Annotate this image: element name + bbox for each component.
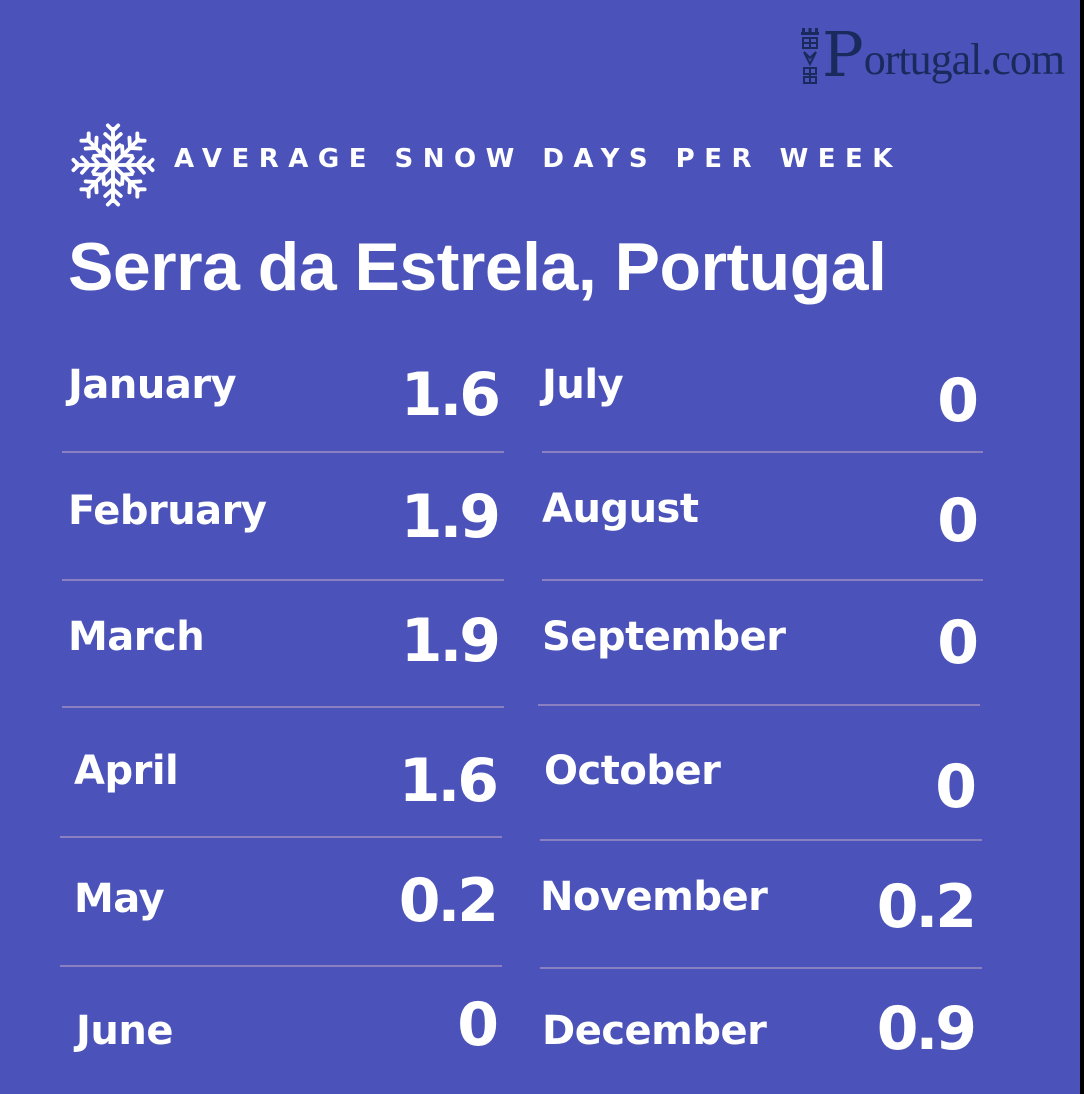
month-value: 0	[937, 366, 979, 436]
row-divider	[60, 965, 502, 967]
month-label: May	[74, 876, 165, 922]
row-divider	[62, 706, 504, 708]
month-label: June	[76, 1008, 173, 1054]
row-divider	[62, 451, 504, 453]
month-value: 0.2	[398, 866, 499, 936]
month-label: November	[540, 874, 768, 920]
month-value: 0	[935, 752, 977, 822]
month-value: 0	[937, 486, 979, 556]
month-label: September	[542, 614, 786, 660]
month-value: 0	[937, 608, 979, 678]
portugal-com-logo: P ortugal.com	[800, 14, 1065, 91]
row-divider	[538, 704, 980, 706]
row-divider	[62, 579, 504, 581]
month-label: December	[542, 1008, 767, 1054]
month-label: October	[544, 748, 721, 794]
chart-subtitle: AVERAGE SNOW DAYS PER WEEK	[174, 144, 902, 174]
month-value: 0	[457, 990, 499, 1060]
snowflake-icon	[71, 123, 155, 207]
chart-title: Serra da Estrela, Portugal	[68, 229, 887, 305]
logo-text: ortugal.com	[863, 35, 1065, 84]
subtitle-row: AVERAGE SNOW DAYS PER WEEK	[70, 120, 902, 210]
row-divider	[540, 839, 982, 841]
month-label: February	[68, 488, 267, 534]
month-value: 1.6	[398, 746, 499, 816]
row-divider	[542, 451, 983, 453]
month-value: 0.2	[876, 872, 977, 942]
month-value: 1.9	[400, 482, 501, 552]
month-label: March	[68, 614, 205, 660]
row-divider	[60, 836, 502, 838]
month-label: April	[74, 748, 179, 794]
month-label: January	[68, 362, 237, 408]
month-value: 1.9	[400, 606, 501, 676]
row-divider	[540, 967, 982, 969]
month-label: August	[542, 486, 699, 532]
month-value: 0.9	[876, 994, 977, 1064]
logo-initial: P	[822, 18, 864, 91]
month-value: 1.6	[400, 360, 501, 430]
month-label: July	[542, 362, 624, 408]
row-divider	[542, 579, 983, 581]
tile-pattern-icon	[801, 28, 819, 84]
